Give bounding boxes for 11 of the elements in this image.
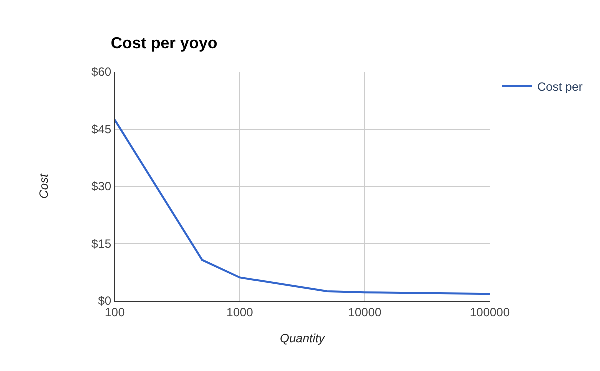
y-tick-label: $30: [92, 180, 112, 194]
y-tick-label: $60: [92, 65, 112, 80]
y-tick-label: $45: [92, 122, 112, 136]
x-tick-label: 100000: [470, 305, 510, 320]
x-tick-label: 1000: [226, 305, 254, 320]
y-axis-title: Cost: [36, 174, 51, 199]
x-axis-title: Quantity: [280, 331, 326, 346]
chart-title: Cost per yoyo: [111, 35, 218, 52]
y-tick-label: $15: [92, 236, 112, 251]
x-tick-label: 10000: [348, 305, 382, 320]
legend-label: Cost per: [538, 80, 583, 94]
